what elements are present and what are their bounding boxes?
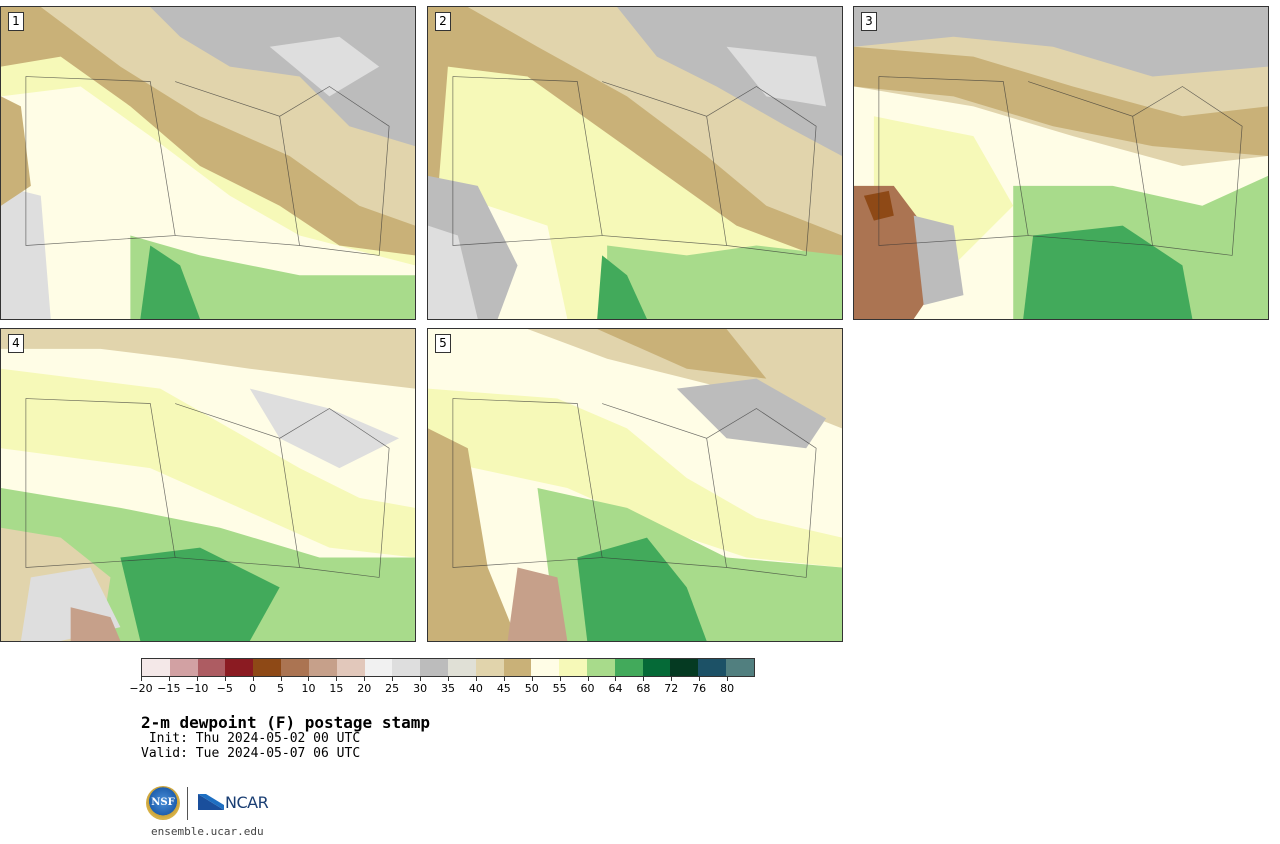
colorbar-tick: [364, 677, 366, 681]
forecast-map-panel-2[interactable]: 2: [427, 6, 843, 320]
colorbar-tick: [531, 677, 533, 681]
colorbar-swatch: [225, 659, 254, 676]
colorbar-tick-label: −10: [185, 682, 209, 695]
colorbar-swatch: [670, 659, 699, 676]
colorbar-tick: [168, 677, 170, 681]
colorbar-swatch: [281, 659, 309, 676]
ncar-mark-icon: [198, 794, 224, 810]
colorbar-tick: [336, 677, 338, 681]
colorbar-swatch: [392, 659, 421, 676]
nsf-logo: NSF: [146, 786, 180, 820]
colorbar-swatch: [559, 659, 587, 676]
colorbar-swatch: [726, 659, 754, 676]
colorbar-tick-label: 72: [664, 682, 679, 695]
init-time: Init: Thu 2024-05-02 00 UTC: [141, 731, 361, 746]
valid-time: Valid: Tue 2024-05-07 06 UTC: [141, 746, 361, 761]
colorbar-tick-label: 35: [441, 682, 455, 695]
colorbar-swatch: [698, 659, 727, 676]
colorbar-tick-label: 0: [249, 682, 257, 695]
colorbar-tick-label: 68: [636, 682, 651, 695]
panel-number-label: 1: [8, 12, 24, 31]
colorbar-tick: [615, 677, 617, 681]
colorbar-tick-label: 64: [608, 682, 623, 695]
colorbar-tick: [727, 677, 729, 681]
colorbar-tick: [420, 677, 422, 681]
site-url: ensemble.ucar.edu: [151, 825, 264, 838]
colorbar-swatch: [197, 659, 226, 676]
colorbar-tick: [448, 677, 449, 681]
colorbar-tick-label: 45: [496, 682, 511, 695]
colorbar-tick-label: 80: [720, 682, 735, 695]
colorbar-tick-label: 40: [468, 682, 483, 695]
colorbar-swatch: [364, 659, 393, 676]
colorbar-tick-label: 76: [692, 682, 707, 695]
colorbar-swatch: [642, 659, 671, 676]
colorbar-swatch: [587, 659, 615, 676]
colorbar-swatch: [531, 659, 560, 676]
colorbar-tick: [503, 677, 505, 681]
colorbar-tick: [141, 677, 142, 681]
colorbar-tick-label: 15: [329, 682, 344, 695]
forecast-map-panel-5[interactable]: 5: [427, 328, 843, 642]
colorbar-swatch: [253, 659, 282, 676]
panel-number-label: 5: [435, 334, 451, 353]
colorbar-tick-label: 55: [552, 682, 567, 695]
colorbar-tick: [308, 677, 310, 681]
colorbar-tick-label: 25: [385, 682, 400, 695]
sponsor-logos: NSF NCAR: [146, 786, 276, 822]
panel-number-label: 3: [861, 12, 877, 31]
colorbar-swatch: [503, 659, 532, 676]
colorbar-swatch: [475, 659, 504, 676]
colorbar-tick-label: −20: [129, 682, 153, 695]
dewpoint-map-4: [1, 329, 415, 641]
colorbar-swatch: [336, 659, 365, 676]
forecast-map-panel-4[interactable]: 4: [0, 328, 416, 642]
dewpoint-map-5: [428, 329, 842, 641]
forecast-map-panel-1[interactable]: 1: [0, 6, 416, 320]
colorbar-tick-label: 5: [277, 682, 285, 695]
colorbar-tick: [196, 677, 198, 681]
colorbar-swatch: [169, 659, 198, 676]
logo-divider: [187, 787, 188, 820]
colorbar-tick: [392, 677, 394, 681]
colorbar-tick: [699, 677, 701, 681]
panel-number-label: 2: [435, 12, 451, 31]
colorbar-tick: [252, 677, 254, 681]
colorbar-tick-label: −5: [216, 682, 233, 695]
colorbar-tick: [643, 677, 645, 681]
colorbar-tick-label: −15: [157, 682, 181, 695]
chart-title: 2-m dewpoint (F) postage stamp: [141, 713, 430, 732]
dewpoint-map-1: [1, 7, 415, 319]
colorbar-tick: [559, 677, 561, 681]
forecast-map-panel-3[interactable]: 3: [853, 6, 1269, 320]
ncar-logo: NCAR: [225, 793, 269, 812]
colorbar-tick: [280, 677, 282, 681]
colorbar-swatch: [308, 659, 337, 676]
colorbar-tick-label: 30: [413, 682, 428, 695]
colorbar-tick-label: 50: [524, 682, 539, 695]
colorbar-tick-label: 60: [580, 682, 595, 695]
colorbar-tick: [224, 677, 226, 681]
colorbar-tick-label: 10: [301, 682, 316, 695]
colorbar-swatch: [420, 659, 448, 676]
panel-number-label: 4: [8, 334, 24, 353]
colorbar-tick-label: 20: [357, 682, 372, 695]
dewpoint-colorbar: [141, 658, 755, 677]
colorbar-tick: [587, 677, 589, 681]
colorbar-swatch: [447, 659, 476, 676]
dewpoint-map-3: [854, 7, 1268, 319]
colorbar-swatch: [142, 659, 170, 676]
dewpoint-map-2: [428, 7, 842, 319]
colorbar-tick: [475, 677, 477, 681]
colorbar-tick: [671, 677, 673, 681]
colorbar-swatch: [614, 659, 643, 676]
